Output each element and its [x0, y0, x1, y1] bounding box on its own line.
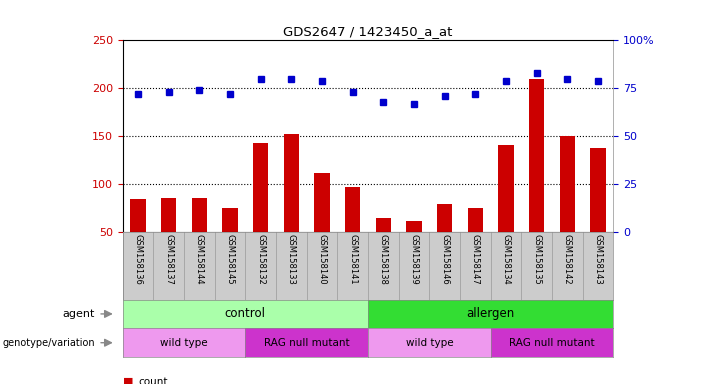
Bar [376, 218, 391, 232]
Bar [130, 199, 146, 232]
Bar [468, 208, 483, 232]
Text: control: control [225, 308, 266, 320]
Text: genotype/variation: genotype/variation [2, 338, 95, 348]
Text: GSM158136: GSM158136 [133, 234, 142, 285]
Text: RAG null mutant: RAG null mutant [509, 338, 595, 348]
Text: GSM158135: GSM158135 [532, 234, 541, 285]
Bar [498, 145, 514, 232]
Text: allergen: allergen [467, 308, 515, 320]
Bar [559, 136, 575, 232]
Bar [191, 198, 207, 232]
Text: GSM158141: GSM158141 [348, 234, 358, 285]
Bar [590, 148, 606, 232]
Bar [222, 208, 238, 232]
Bar [437, 204, 452, 232]
Bar [407, 221, 422, 232]
Text: agent: agent [62, 309, 95, 319]
Text: ■: ■ [123, 377, 133, 384]
Text: wild type: wild type [161, 338, 207, 348]
Text: GSM158139: GSM158139 [409, 234, 418, 285]
Text: GSM158132: GSM158132 [256, 234, 265, 285]
Title: GDS2647 / 1423450_a_at: GDS2647 / 1423450_a_at [283, 25, 453, 38]
Bar [253, 143, 268, 232]
Text: GSM158144: GSM158144 [195, 234, 204, 285]
Text: RAG null mutant: RAG null mutant [264, 338, 350, 348]
Text: GSM158146: GSM158146 [440, 234, 449, 285]
Bar [314, 173, 329, 232]
Bar [161, 198, 177, 232]
Text: GSM158143: GSM158143 [594, 234, 603, 285]
Text: wild type: wild type [406, 338, 453, 348]
Text: GSM158134: GSM158134 [501, 234, 510, 285]
Text: GSM158138: GSM158138 [379, 234, 388, 285]
Text: GSM158147: GSM158147 [471, 234, 480, 285]
Text: GSM158142: GSM158142 [563, 234, 572, 285]
Text: GSM158140: GSM158140 [318, 234, 327, 285]
Text: count: count [138, 377, 168, 384]
Text: GSM158137: GSM158137 [164, 234, 173, 285]
Bar [345, 187, 360, 232]
Text: GSM158133: GSM158133 [287, 234, 296, 285]
Bar [284, 134, 299, 232]
Text: GSM158145: GSM158145 [226, 234, 235, 285]
Bar [529, 79, 545, 232]
